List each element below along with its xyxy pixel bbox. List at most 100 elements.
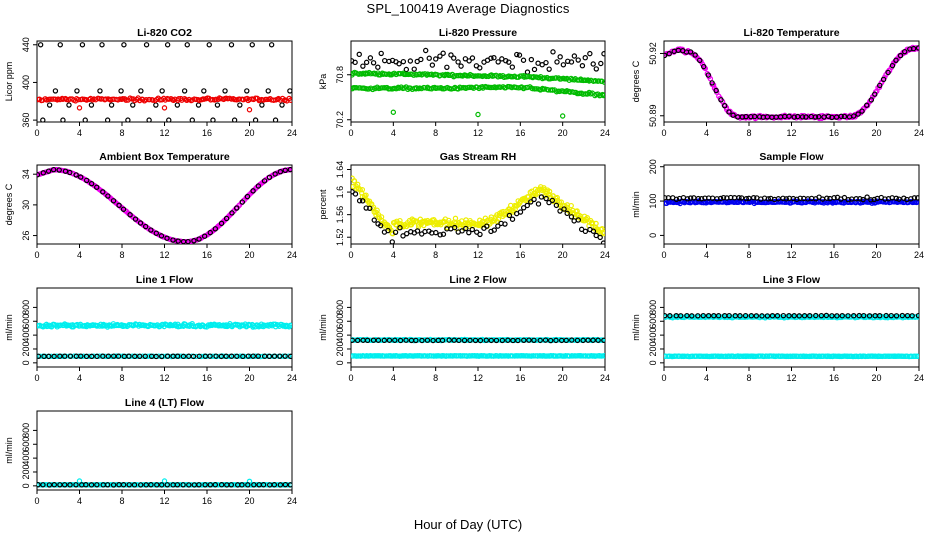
points-line4: [37, 478, 292, 488]
data-point-rh-black: [538, 194, 545, 200]
data-point-pressure-black: [381, 57, 388, 64]
data-point-pressure-black: [433, 56, 439, 62]
data-point-pressure-green-upper: [595, 78, 602, 84]
x-tick-label: 12: [786, 373, 796, 383]
data-point-co2-black: [52, 88, 59, 94]
data-point-licor-temp-black: [666, 50, 672, 57]
data-point-line1-black: [240, 353, 246, 360]
data-point-licor-temp-black: [841, 113, 848, 120]
x-tick-label: 20: [244, 373, 254, 383]
data-point-line3-black: [667, 313, 673, 319]
data-point-line1-black: [218, 353, 225, 360]
data-point-rh-yellow: [600, 231, 605, 237]
data-point-licor-temp-black: [812, 114, 819, 120]
data-point-pressure-black: [437, 53, 443, 59]
data-point-sample-flow-black: [780, 195, 786, 202]
data-point-sample-flow-black: [896, 196, 902, 202]
data-point-rh-black: [517, 209, 524, 215]
data-point-line3-cyan-low: [817, 353, 823, 360]
data-point-line1-black: [67, 353, 74, 359]
data-point-line1-black: [88, 353, 95, 360]
y-tick-label: 50.92: [648, 42, 658, 65]
data-point-pressure-green-upper: [592, 78, 599, 84]
y-tick-label: 800: [21, 423, 31, 438]
data-point-line4-cyan: [215, 482, 222, 488]
data-point-pressure-green-out: [475, 111, 481, 118]
y-tick-label: 600: [335, 314, 345, 329]
data-point-licor-temp-black: [855, 111, 861, 117]
data-point-sample-flow-black: [914, 195, 919, 201]
panel-title: Line 3 Flow: [763, 274, 821, 286]
data-point-line4-black: [137, 482, 144, 488]
data-point-pressure-black: [491, 55, 497, 61]
data-point-co2-black: [252, 117, 259, 122]
x-tick-label: 8: [119, 496, 124, 506]
x-tick-label: 12: [159, 373, 169, 383]
data-point-line1-black: [78, 353, 84, 359]
x-tick-label: 16: [202, 250, 212, 260]
data-point-rh-black: [597, 234, 603, 241]
data-point-pressure-green-upper: [477, 73, 483, 79]
x-tick-label: 20: [244, 128, 254, 138]
data-point-rh-black: [553, 202, 560, 209]
data-point-box-temp-black: [132, 216, 139, 222]
data-point-rh-black: [564, 210, 570, 217]
panel-line2: Line 2 Flow ml/min 0 4 8 12 16 20 24 0 20040060080…: [318, 274, 610, 383]
data-point-sample-flow-black: [783, 196, 790, 202]
data-point-line3-black: [748, 313, 755, 319]
data-point-co2-black: [97, 88, 103, 94]
panel-line3: Line 3 Flow ml/min 0 4 8 12 16 20 24 0 20040060080…: [631, 274, 924, 383]
data-point-sample-flow-black: [831, 195, 837, 201]
data-point-co2-black: [206, 42, 212, 48]
y-tick-label: 200: [648, 159, 658, 174]
y-tick-label: 50.89: [648, 105, 658, 128]
data-point-licor-temp-black: [910, 45, 917, 52]
data-point-box-temp-black: [250, 188, 256, 194]
data-point-line2-black: [505, 337, 511, 343]
y-tick-label: 1.6: [335, 186, 345, 199]
data-point-rh-black: [506, 212, 513, 219]
data-point-licor-temp-black: [786, 113, 792, 119]
data-point-licor-temp-black: [816, 114, 822, 120]
data-point-line2-black: [563, 337, 569, 344]
x-tick-label: 8: [433, 373, 438, 383]
data-point-box-temp-black: [272, 171, 278, 177]
x-tick-label: 12: [159, 250, 169, 260]
data-point-line3-black: [774, 313, 781, 319]
data-point-line3-black: [769, 312, 776, 319]
x-tick-label: 24: [600, 373, 610, 383]
data-point-pressure-black: [543, 59, 549, 66]
x-tick-label: 0: [34, 250, 39, 260]
x-tick-label: 0: [34, 496, 39, 506]
data-point-box-temp-black: [40, 170, 47, 176]
data-point-rh-black: [451, 224, 458, 231]
y-tick-label: 600: [21, 437, 31, 452]
data-point-box-temp-black: [282, 167, 288, 173]
data-point-pressure-black: [352, 59, 358, 66]
data-point-rh-yellow: [495, 216, 502, 222]
x-tick-label: 0: [661, 250, 666, 260]
data-point-box-temp-black: [142, 223, 149, 230]
data-point-co2-black: [214, 102, 221, 108]
data-point-rh-yellow: [593, 220, 599, 227]
data-point-line2-black: [574, 337, 581, 344]
data-point-line4-black: [46, 482, 53, 488]
x-tick-label: 0: [34, 373, 39, 383]
data-point-line3-black: [764, 313, 771, 319]
data-point-rh-black: [440, 231, 447, 237]
data-point-sample-flow-black: [750, 194, 757, 201]
data-point-co2-black: [125, 117, 131, 122]
x-tick-label: 4: [77, 250, 82, 260]
data-point-sample-flow-black: [698, 196, 705, 202]
data-point-rh-black: [397, 225, 403, 231]
data-point-box-temp-black: [127, 212, 133, 218]
data-point-pressure-black: [531, 66, 538, 73]
x-tick-label: 0: [348, 250, 353, 260]
data-point-line3-black: [801, 313, 808, 319]
data-point-box-temp-black: [153, 230, 160, 236]
data-point-line2-black: [370, 337, 377, 343]
data-point-co2-black: [146, 117, 152, 122]
data-point-licor-temp-black: [851, 113, 857, 119]
data-point-pressure-black: [524, 69, 531, 75]
data-point-line2-black: [515, 337, 521, 344]
